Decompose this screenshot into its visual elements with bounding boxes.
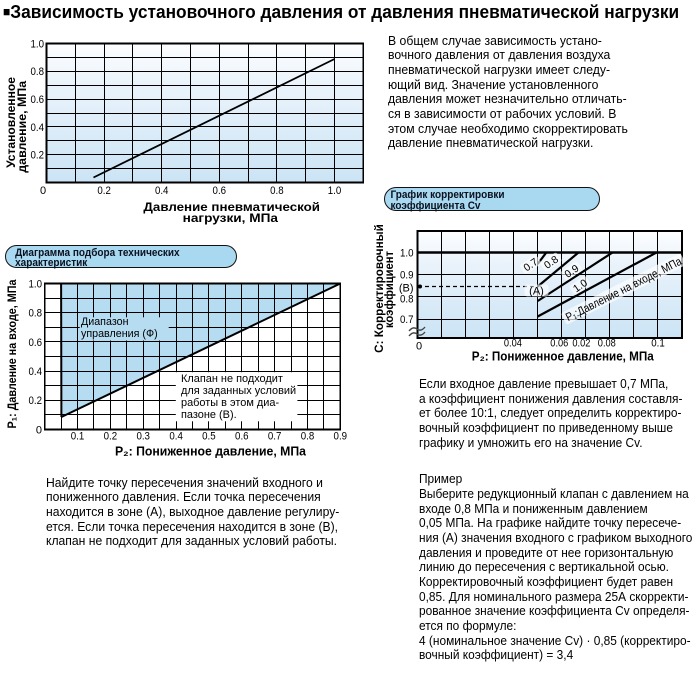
svg-text:С: Корректировочный: С: Корректировочный [372,224,386,353]
svg-text:P₂: Пониженное давление, МПа: P₂: Пониженное давление, МПа [115,445,307,459]
svg-text:0.9: 0.9 [400,270,414,282]
svg-text:0.8: 0.8 [31,66,45,78]
svg-text:0.2: 0.2 [97,185,111,197]
svg-text:0.04: 0.04 [504,338,522,350]
svg-text:0.4: 0.4 [169,431,183,443]
svg-text:0.06: 0.06 [550,338,568,350]
svg-text:P₂: Пониженное давление, МПа: P₂: Пониженное давление, МПа [472,349,655,363]
svg-text:0.6: 0.6 [213,185,227,197]
svg-text:0.2: 0.2 [31,150,45,162]
svg-text:давление, МПа: давление, МПа [15,81,29,173]
svg-text:0.8: 0.8 [400,293,414,305]
svg-text:(B): (B) [399,282,414,294]
svg-text:0.2: 0.2 [104,431,118,443]
svg-text:0.02: 0.02 [572,338,590,350]
svg-text:0: 0 [40,185,46,197]
svg-text:0.4: 0.4 [155,185,169,197]
svg-text:1.0: 1.0 [31,38,45,50]
svg-text:0.7: 0.7 [268,431,282,443]
svg-text:(А): (А) [529,285,544,297]
svg-text:0.8: 0.8 [29,308,43,320]
svg-text:P₁: Давление на входе, МПа: P₁: Давление на входе, МПа [5,279,19,428]
svg-text:нагрузки, МПа: нагрузки, МПа [183,211,279,225]
svg-text:0.6: 0.6 [31,94,45,106]
svg-text:0.4: 0.4 [29,366,43,378]
svg-text:Установленное: Установленное [4,77,18,168]
svg-text:0.8: 0.8 [301,431,315,443]
svg-text:0: 0 [36,424,42,436]
svg-text:0: 0 [416,341,422,353]
svg-text:0.1: 0.1 [651,338,665,350]
svg-text:0.3: 0.3 [136,431,150,443]
svg-text:0.9: 0.9 [334,431,348,443]
svg-text:1.0: 1.0 [400,247,414,259]
svg-text:коэффициент: коэффициент [382,251,396,328]
svg-text:Давление пневматической: Давление пневматической [143,200,320,214]
svg-text:1.0: 1.0 [328,185,342,197]
svg-text:1.0: 1.0 [29,278,43,290]
svg-text:0.6: 0.6 [235,431,249,443]
svg-text:0.6: 0.6 [29,337,43,349]
svg-text:0.08: 0.08 [598,338,616,350]
svg-text:0.7: 0.7 [400,314,414,326]
svg-text:0.1: 0.1 [71,431,85,443]
svg-text:0.4: 0.4 [31,122,45,134]
svg-text:0.8: 0.8 [270,185,284,197]
svg-text:0.2: 0.2 [29,395,43,407]
svg-text:0.5: 0.5 [202,431,216,443]
